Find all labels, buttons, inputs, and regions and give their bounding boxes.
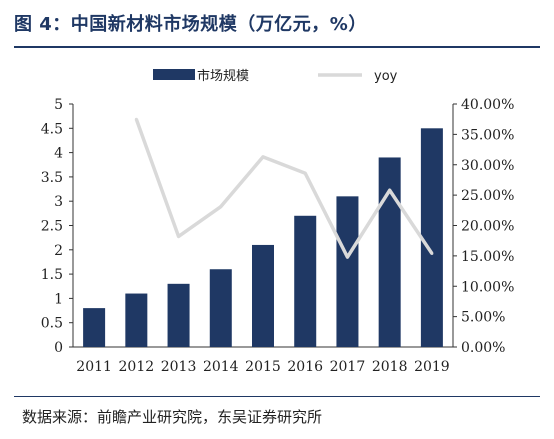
- footer-divider: [14, 396, 540, 397]
- y-right-tick-label: 25.00%: [461, 188, 514, 204]
- y-left-tick-label: 1.5: [41, 267, 63, 283]
- bar: [378, 157, 401, 347]
- y-right-tick-label: 40.00%: [461, 97, 514, 113]
- yoy-point: [219, 205, 223, 209]
- yoy-line: [134, 118, 434, 259]
- bar: [420, 128, 443, 347]
- yoy-point: [177, 234, 181, 238]
- y-right-tick-label: 30.00%: [461, 158, 514, 174]
- x-tick-label: 2015: [245, 359, 281, 375]
- yoy-point: [134, 117, 138, 121]
- y-left-tick-label: 4.5: [41, 121, 63, 137]
- y-right-tick-label: 20.00%: [461, 219, 514, 235]
- legend-bar-label: 市场规模: [197, 68, 249, 84]
- y-left-tick-label: 0: [54, 340, 63, 356]
- chart-area: 0 0.5 1 1.5 2 2.5 3 3.5 4 4.5 5 0.00% 5.00% 10.00% 15.…: [41, 68, 515, 375]
- bar: [209, 269, 232, 347]
- y-right-tick-label: 10.00%: [461, 279, 514, 295]
- yoy-point: [388, 188, 392, 192]
- bar: [252, 244, 274, 347]
- chart-title: 图 4：中国新材料市场规模（万亿元，%）: [14, 14, 367, 35]
- y-left-tick-label: 0.5: [41, 316, 63, 332]
- y-left-tick-label: 5: [54, 97, 63, 113]
- y-right-tick-label: 15.00%: [461, 249, 514, 265]
- title-divider: [14, 46, 540, 48]
- yoy-point: [303, 171, 307, 175]
- yoy-point: [430, 251, 434, 255]
- y-right-tick-label: 35.00%: [461, 127, 514, 143]
- bar: [83, 308, 106, 347]
- y-left-tick-label: 2: [54, 243, 63, 259]
- x-tick-label: 2014: [203, 359, 239, 375]
- source-note: 数据来源：前瞻产业研究院，东吴证券研究所: [22, 408, 323, 426]
- legend-bar-swatch: [153, 69, 195, 80]
- x-tick-label: 2017: [330, 359, 366, 375]
- bar: [167, 283, 190, 347]
- bar: [294, 215, 317, 347]
- bar: [336, 196, 359, 347]
- y-left-tick-label: 2.5: [41, 219, 63, 235]
- x-tick-label: 2018: [372, 359, 408, 375]
- y-left-tick-label: 3.5: [41, 170, 63, 186]
- x-tick-label: 2019: [414, 359, 450, 375]
- y-left-tick-label: 4: [54, 146, 63, 162]
- x-tick-label: 2012: [119, 359, 155, 375]
- x-tick-label: 2016: [287, 359, 323, 375]
- bar: [125, 293, 148, 347]
- y-left-tick-label: 1: [54, 291, 63, 307]
- x-tick-label: 2011: [76, 359, 112, 375]
- x-tick-label: 2013: [161, 359, 197, 375]
- legend-line-label: yoy: [374, 69, 398, 84]
- yoy-point: [345, 255, 349, 259]
- y-left-tick-label: 3: [54, 194, 63, 210]
- yoy-point: [261, 155, 265, 159]
- y-right-tick-label: 5.00%: [461, 310, 505, 326]
- y-right-tick-label: 0.00%: [461, 340, 505, 356]
